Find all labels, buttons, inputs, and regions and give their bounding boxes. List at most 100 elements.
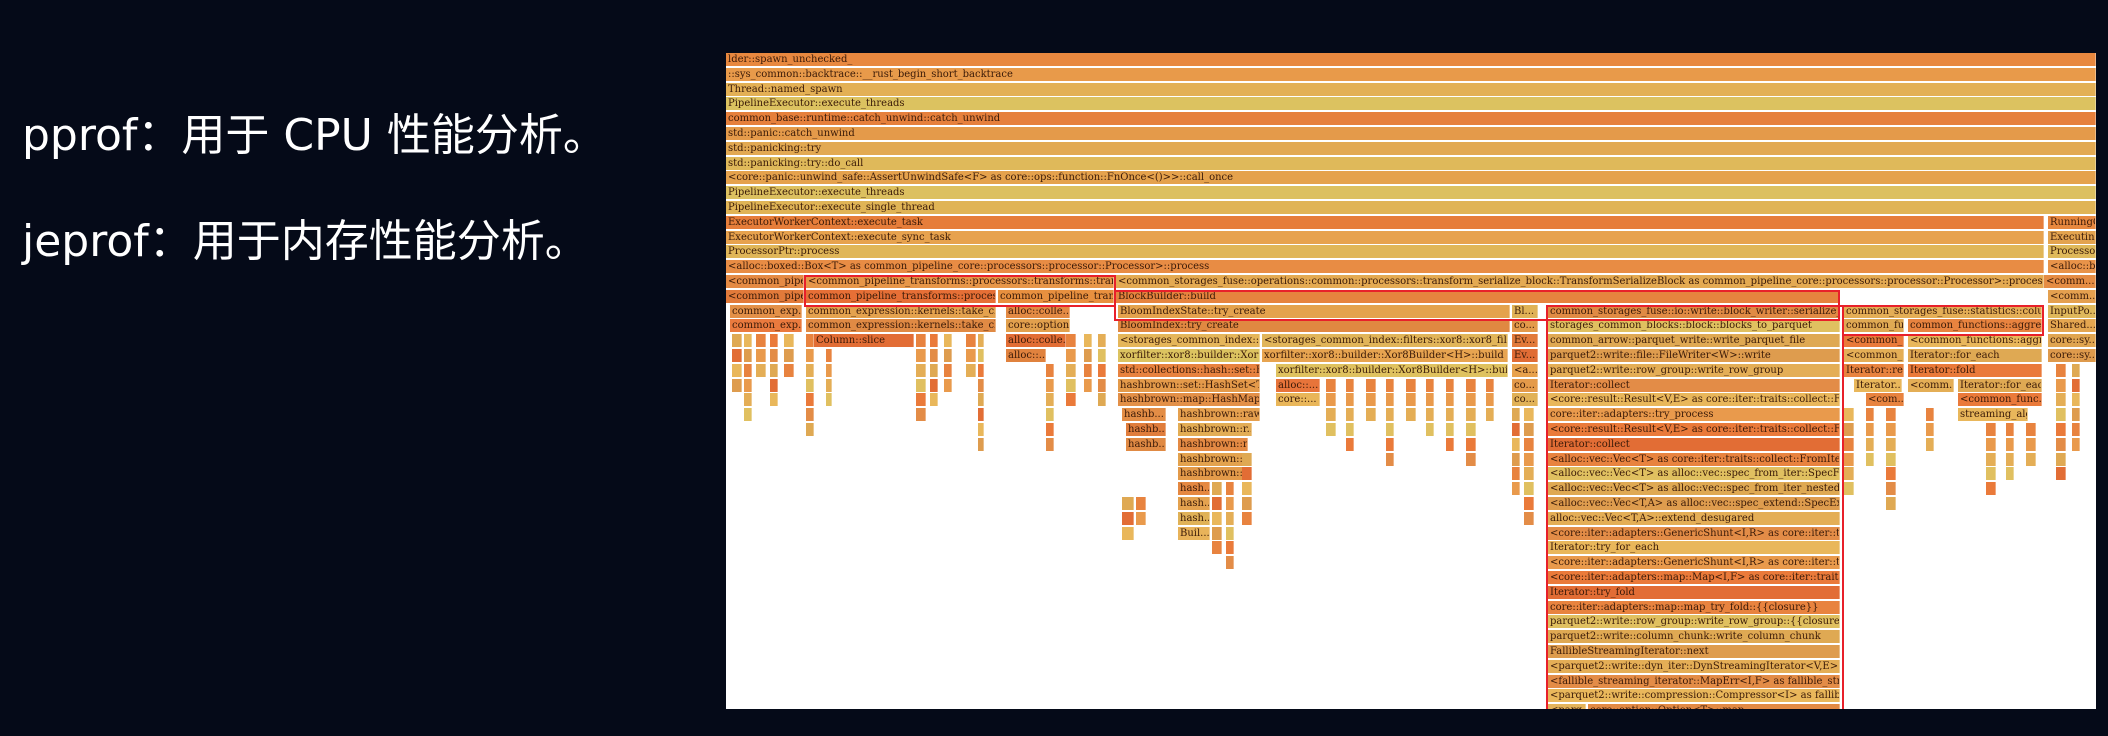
flame-frame[interactable] bbox=[2072, 437, 2080, 451]
flame-frame[interactable] bbox=[1066, 334, 1076, 348]
flame-frame[interactable] bbox=[1446, 378, 1454, 392]
flame-frame[interactable] bbox=[2056, 467, 2066, 481]
flame-frame[interactable]: common_base::runtime::catch_unwind::catc… bbox=[726, 112, 2096, 126]
flame-frame[interactable] bbox=[2056, 363, 2066, 377]
flame-frame[interactable] bbox=[2056, 378, 2066, 392]
flame-frame[interactable]: xorfilter::xor8::builder::Xor8Builder<H>… bbox=[1262, 349, 1508, 362]
flame-frame[interactable]: core::option::Option<T>::map bbox=[1588, 704, 1840, 709]
flame-frame[interactable] bbox=[1326, 408, 1336, 422]
flame-frame[interactable] bbox=[1926, 408, 1934, 422]
flame-frame[interactable] bbox=[1524, 511, 1534, 525]
flame-frame[interactable]: ::sys_common::backtrace::__rust_begin_sh… bbox=[726, 67, 2096, 81]
flame-frame[interactable] bbox=[1886, 452, 1896, 466]
flame-frame[interactable]: <alloc::vec::Vec<T> as alloc::vec::spec_… bbox=[1548, 467, 1840, 481]
flame-frame[interactable] bbox=[1886, 408, 1896, 422]
flame-frame[interactable] bbox=[744, 363, 752, 377]
flame-frame[interactable]: <storages_common_index::filte... bbox=[1118, 334, 1260, 348]
flame-frame[interactable] bbox=[966, 349, 976, 362]
flame-frame[interactable]: core::sy... bbox=[2048, 349, 2096, 362]
flame-frame[interactable] bbox=[930, 378, 938, 392]
flame-frame[interactable] bbox=[770, 378, 778, 392]
flame-frame[interactable] bbox=[1212, 511, 1222, 525]
flame-frame[interactable] bbox=[770, 334, 778, 348]
flame-frame[interactable] bbox=[1524, 482, 1534, 496]
flame-frame[interactable] bbox=[1446, 393, 1454, 407]
flame-frame[interactable] bbox=[2056, 437, 2066, 451]
flame-frame[interactable] bbox=[2006, 437, 2014, 451]
flame-frame[interactable]: streaming_algo... bbox=[1958, 408, 2028, 422]
flame-frame[interactable] bbox=[1426, 378, 1434, 392]
flame-frame[interactable]: common_functions::aggreg... bbox=[1908, 319, 2042, 333]
flame-frame[interactable]: alloc::... bbox=[1006, 349, 1046, 362]
flame-frame[interactable] bbox=[1326, 393, 1336, 407]
flame-frame[interactable] bbox=[978, 334, 984, 348]
flame-frame[interactable] bbox=[1512, 452, 1520, 466]
flame-frame[interactable] bbox=[1212, 482, 1222, 496]
flame-frame[interactable] bbox=[1844, 437, 1854, 451]
flame-frame[interactable] bbox=[770, 363, 778, 377]
flame-frame[interactable]: Iterator... bbox=[1854, 378, 1902, 392]
flame-frame[interactable] bbox=[1886, 467, 1896, 481]
flame-frame[interactable] bbox=[1326, 378, 1336, 392]
flame-frame[interactable] bbox=[826, 378, 832, 392]
flame-frame[interactable] bbox=[1486, 393, 1494, 407]
flame-frame[interactable]: common_storages_fuse::io::write::block_w… bbox=[1548, 304, 1840, 318]
flame-frame[interactable]: common_expression::kernels::take_chunks:… bbox=[806, 319, 996, 333]
flame-frame[interactable]: <a... bbox=[1512, 363, 1538, 377]
flame-frame[interactable]: Processo... bbox=[2048, 245, 2096, 259]
flame-frame[interactable] bbox=[930, 363, 938, 377]
flame-frame[interactable] bbox=[1386, 452, 1394, 466]
flame-frame[interactable] bbox=[1466, 393, 1476, 407]
flame-frame[interactable] bbox=[806, 334, 814, 348]
flame-frame[interactable] bbox=[2072, 363, 2080, 377]
flame-frame[interactable] bbox=[806, 423, 814, 436]
flame-frame[interactable]: common_pipeline_transforms::processors::… bbox=[806, 289, 996, 303]
flame-frame[interactable] bbox=[1866, 452, 1874, 466]
flame-frame[interactable] bbox=[1346, 437, 1354, 451]
flame-frame[interactable]: <comm... bbox=[2048, 289, 2096, 303]
flame-frame[interactable] bbox=[1466, 408, 1476, 422]
flame-frame[interactable]: Ev... bbox=[1512, 349, 1538, 362]
flame-frame[interactable]: <core::iter::adapters::GenericShunt<I,R>… bbox=[1548, 556, 1840, 570]
flame-frame[interactable] bbox=[1346, 378, 1354, 392]
flame-frame[interactable] bbox=[1366, 393, 1376, 407]
flame-frame[interactable] bbox=[1886, 423, 1896, 436]
flame-frame[interactable] bbox=[1512, 482, 1520, 496]
flame-frame[interactable] bbox=[1212, 541, 1222, 555]
flame-frame[interactable]: BlockBuilder::build bbox=[1116, 289, 1840, 303]
flame-frame[interactable]: <alloc::b... bbox=[2048, 260, 2096, 274]
flame-frame[interactable] bbox=[1512, 437, 1520, 451]
flame-frame[interactable]: <common_func... bbox=[1958, 393, 2042, 407]
flame-frame[interactable]: <storages_common_index::filters::xor8::x… bbox=[1262, 334, 1508, 348]
flame-frame[interactable]: hashbrown::r... bbox=[1178, 423, 1252, 436]
flame-frame[interactable]: hashb... bbox=[1122, 408, 1166, 422]
flame-frame[interactable]: core::iter::adapters::map::map_try_fold:… bbox=[1548, 600, 1840, 614]
flame-frame[interactable] bbox=[784, 363, 794, 377]
flame-frame[interactable] bbox=[1226, 482, 1234, 496]
flame-frame[interactable] bbox=[1242, 497, 1252, 510]
flame-frame[interactable] bbox=[1066, 349, 1076, 362]
flame-frame[interactable] bbox=[2072, 408, 2080, 422]
flame-frame[interactable] bbox=[1386, 393, 1394, 407]
flame-frame[interactable] bbox=[806, 378, 814, 392]
flame-frame[interactable]: <common_pipeline_transforms::processors:… bbox=[806, 275, 1114, 288]
flame-frame[interactable]: alloc::vec::Vec<T,A>::extend_desugared bbox=[1548, 511, 1840, 525]
flame-frame[interactable]: co... bbox=[1512, 319, 1538, 333]
flame-frame[interactable] bbox=[930, 349, 938, 362]
flame-frame[interactable] bbox=[1466, 437, 1476, 451]
flame-frame[interactable] bbox=[1524, 408, 1534, 422]
flame-frame[interactable] bbox=[1046, 378, 1054, 392]
flame-frame[interactable] bbox=[1366, 408, 1376, 422]
flame-frame[interactable] bbox=[1046, 408, 1054, 422]
flame-frame[interactable]: Iterator::fold bbox=[1908, 363, 2042, 377]
flame-frame[interactable] bbox=[930, 393, 938, 407]
flame-frame[interactable] bbox=[916, 363, 926, 377]
flame-frame[interactable] bbox=[806, 408, 814, 422]
flame-frame[interactable] bbox=[1926, 437, 1934, 451]
flame-frame[interactable] bbox=[1426, 423, 1434, 436]
flame-frame[interactable]: Bl... bbox=[1512, 304, 1538, 318]
flame-frame[interactable] bbox=[1346, 423, 1354, 436]
flame-frame[interactable] bbox=[1098, 349, 1106, 362]
flame-frame[interactable]: storages_common_blocks::block::blocks_to… bbox=[1548, 319, 1840, 333]
flame-frame[interactable] bbox=[1046, 437, 1054, 451]
